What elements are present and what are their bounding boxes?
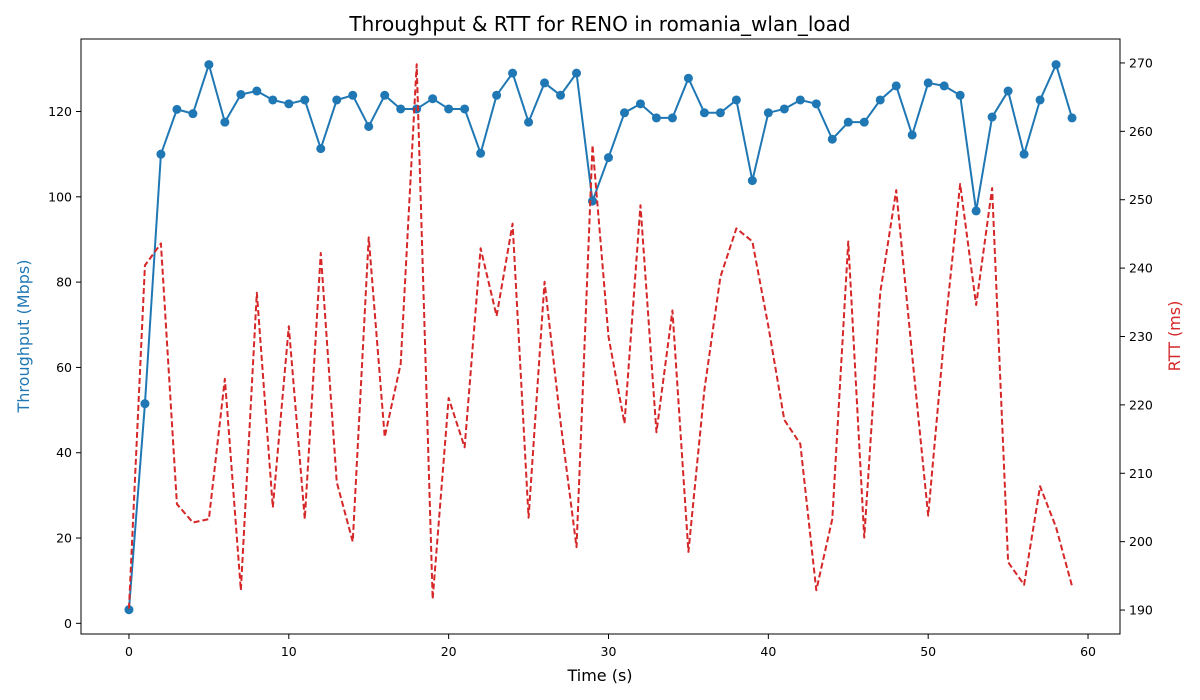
throughput-point bbox=[635, 99, 645, 109]
throughput-point bbox=[268, 95, 278, 105]
x-tick-label: 40 bbox=[760, 644, 776, 659]
throughput-point bbox=[923, 78, 933, 88]
throughput-point bbox=[540, 78, 550, 88]
throughput-point bbox=[619, 108, 629, 118]
throughput-point bbox=[1019, 149, 1029, 159]
throughput-point bbox=[699, 108, 709, 118]
throughput-point bbox=[444, 104, 454, 114]
x-tick-label: 50 bbox=[920, 644, 936, 659]
throughput-point bbox=[188, 109, 198, 119]
y-right-tick-label: 200 bbox=[1129, 534, 1153, 549]
throughput-point bbox=[156, 149, 166, 159]
throughput-point bbox=[524, 117, 534, 127]
throughput-point bbox=[731, 95, 741, 105]
throughput-point bbox=[603, 153, 613, 163]
plot-area bbox=[124, 60, 1077, 615]
x-tick-label: 0 bbox=[125, 644, 133, 659]
throughput-point bbox=[348, 90, 358, 100]
throughput-point bbox=[172, 104, 182, 114]
throughput-point bbox=[140, 399, 150, 409]
throughput-point bbox=[508, 68, 518, 78]
throughput-point bbox=[1035, 95, 1045, 105]
rtt-line bbox=[127, 63, 1074, 609]
chart-title: Throughput & RTT for RENO in romania_wla… bbox=[348, 12, 850, 36]
throughput-point bbox=[300, 95, 310, 105]
throughput-point bbox=[460, 104, 470, 114]
throughput-point bbox=[747, 176, 757, 186]
throughput-point bbox=[939, 81, 949, 91]
throughput-point bbox=[284, 99, 294, 109]
throughput-point bbox=[795, 95, 805, 105]
throughput-point bbox=[124, 605, 134, 615]
y-right-tick-label: 260 bbox=[1129, 124, 1153, 139]
throughput-point bbox=[987, 112, 997, 122]
throughput-point bbox=[556, 90, 566, 100]
throughput-point bbox=[220, 117, 230, 127]
x-tick-label: 30 bbox=[601, 644, 617, 659]
x-axis-label: Time (s) bbox=[566, 666, 632, 685]
y-right-tick-label: 210 bbox=[1129, 466, 1153, 481]
y-right-tick-label: 220 bbox=[1129, 397, 1153, 412]
throughput-point bbox=[332, 95, 342, 105]
y-axis-right-label: RTT (ms) bbox=[1165, 301, 1184, 372]
y-left-tick-label: 120 bbox=[48, 104, 72, 119]
throughput-point bbox=[651, 113, 661, 123]
y-left-tick-label: 80 bbox=[56, 275, 72, 290]
throughput-point bbox=[396, 104, 406, 114]
y-right-tick-label: 230 bbox=[1129, 329, 1153, 344]
y-axis-left: 0 20 40 60 80 100 120 bbox=[48, 104, 81, 631]
throughput-point bbox=[875, 95, 885, 105]
throughput-point bbox=[364, 121, 374, 131]
throughput-point bbox=[891, 81, 901, 91]
throughput-point bbox=[667, 113, 677, 123]
y-right-tick-label: 250 bbox=[1129, 192, 1153, 207]
throughput-point bbox=[204, 60, 214, 70]
y-right-tick-label: 270 bbox=[1129, 55, 1153, 70]
throughput-line bbox=[127, 63, 1074, 610]
throughput-point bbox=[843, 117, 853, 127]
throughput-point bbox=[1003, 86, 1013, 96]
throughput-point bbox=[316, 144, 326, 154]
throughput-point bbox=[907, 130, 917, 140]
throughput-point bbox=[476, 148, 486, 158]
throughput-point bbox=[827, 134, 837, 144]
throughput-point bbox=[236, 89, 246, 99]
y-right-tick-label: 190 bbox=[1129, 603, 1153, 618]
y-right-tick-label: 240 bbox=[1129, 261, 1153, 276]
throughput-point bbox=[763, 108, 773, 118]
x-tick-label: 20 bbox=[441, 644, 457, 659]
throughput-point bbox=[955, 90, 965, 100]
x-axis: 0 10 20 30 40 50 60 bbox=[125, 634, 1096, 659]
throughput-point bbox=[779, 104, 789, 114]
y-axis-left-label: Throughput (Mbps) bbox=[14, 260, 33, 414]
y-left-tick-label: 100 bbox=[48, 189, 72, 204]
throughput-point bbox=[252, 86, 262, 96]
throughput-point bbox=[572, 68, 582, 78]
throughput-point bbox=[859, 117, 869, 127]
y-left-tick-label: 40 bbox=[56, 445, 72, 460]
y-left-tick-label: 60 bbox=[56, 360, 72, 375]
x-tick-label: 10 bbox=[281, 644, 297, 659]
throughput-point bbox=[1067, 113, 1077, 123]
throughput-point bbox=[380, 90, 390, 100]
y-axis-right: 190 200 210 220 230 240 250 260 270 bbox=[1120, 55, 1153, 618]
throughput-point bbox=[492, 90, 502, 100]
throughput-point bbox=[1051, 60, 1061, 70]
throughput-point bbox=[971, 206, 981, 216]
x-tick-label: 60 bbox=[1080, 644, 1096, 659]
throughput-point bbox=[683, 73, 693, 83]
throughput-point bbox=[811, 99, 821, 109]
throughput-point bbox=[715, 108, 725, 118]
y-left-tick-label: 0 bbox=[64, 616, 72, 631]
throughput-point bbox=[428, 94, 438, 104]
y-left-tick-label: 20 bbox=[56, 531, 72, 546]
